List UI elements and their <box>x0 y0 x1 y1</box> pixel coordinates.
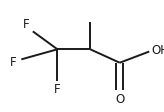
Text: F: F <box>54 83 61 96</box>
Text: O: O <box>115 93 124 106</box>
Text: F: F <box>10 56 16 69</box>
Text: F: F <box>23 18 30 31</box>
Text: OH: OH <box>151 44 164 57</box>
